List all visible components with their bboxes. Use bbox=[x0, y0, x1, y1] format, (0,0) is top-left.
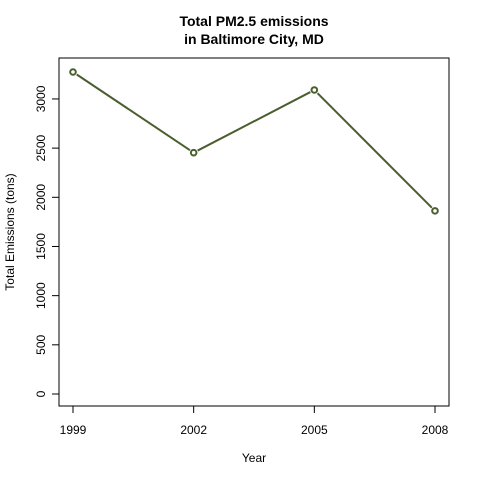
series-layer bbox=[69, 68, 439, 215]
y-tick-label: 1500 bbox=[34, 233, 48, 260]
data-point bbox=[69, 68, 77, 76]
series-line-segment bbox=[197, 91, 311, 152]
x-tick-label: 2008 bbox=[422, 423, 449, 437]
y-axis: 0 500 1000 1500 2000 2500 3000 bbox=[34, 85, 60, 397]
data-point bbox=[431, 207, 439, 215]
y-tick-label: 3000 bbox=[34, 85, 48, 112]
x-tick-label: 1999 bbox=[60, 423, 87, 437]
chart-title-line-1: Total PM2.5 emissions bbox=[179, 13, 328, 29]
y-tick-label: 500 bbox=[34, 334, 48, 354]
y-tick-label: 2500 bbox=[34, 134, 48, 161]
y-tick-label: 0 bbox=[34, 390, 48, 397]
plot-area-border bbox=[58, 57, 450, 407]
y-tick-label: 1000 bbox=[34, 282, 48, 309]
series-line-segment bbox=[316, 92, 433, 209]
x-tick-label: 2005 bbox=[301, 423, 328, 437]
x-tick-label: 2002 bbox=[180, 423, 207, 437]
series-line-segment bbox=[76, 73, 191, 151]
x-axis: 1999 2002 2005 2008 bbox=[60, 405, 449, 437]
x-axis-title: Year bbox=[242, 451, 266, 465]
y-tick-label: 2000 bbox=[34, 184, 48, 211]
data-point bbox=[310, 86, 319, 94]
y-axis-title: Total Emissions (tons) bbox=[3, 173, 17, 290]
chart-title-line-2: in Baltimore City, MD bbox=[184, 31, 324, 47]
data-point bbox=[189, 148, 198, 157]
